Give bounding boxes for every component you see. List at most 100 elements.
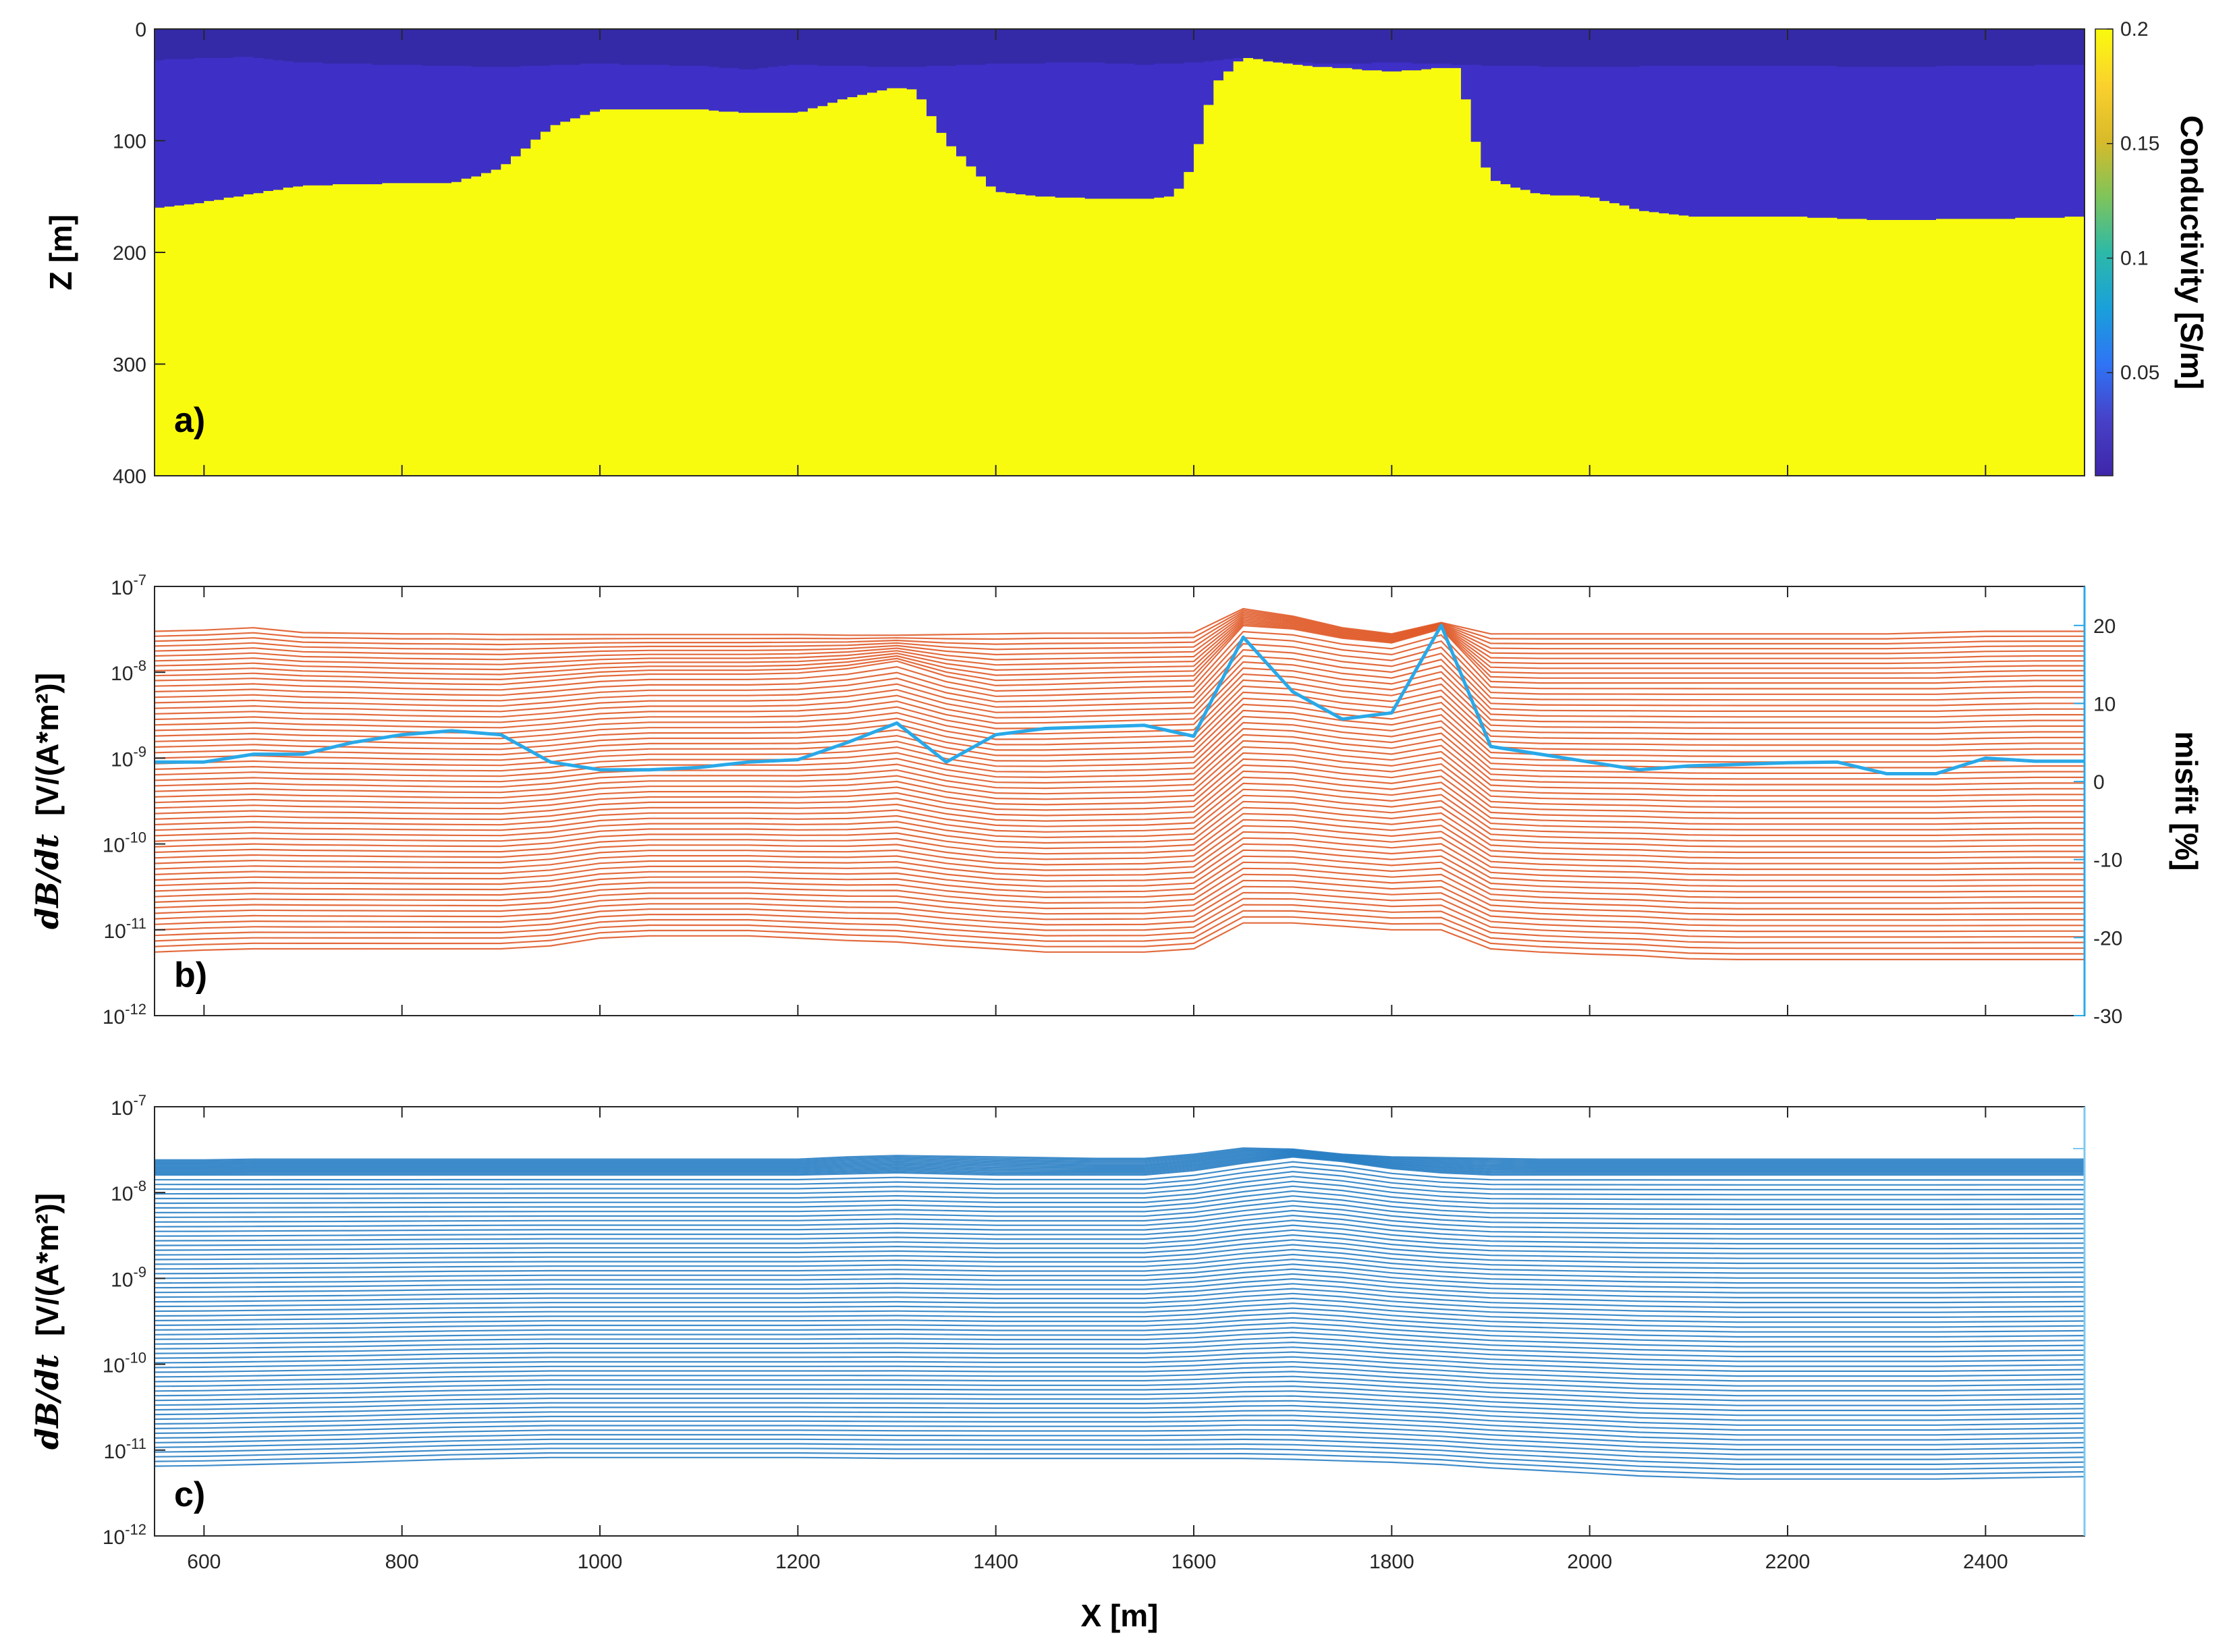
decay-curve — [154, 1390, 2085, 1412]
decay-curve — [154, 782, 2085, 831]
panel-b-ylabel-prefix: dB/dt — [29, 834, 65, 929]
panel-a-label: a) — [174, 401, 205, 440]
decay-curve — [154, 1209, 2085, 1230]
decay-curve — [154, 1366, 2085, 1387]
decay-curve — [154, 806, 2085, 854]
decay-curve — [154, 1185, 2085, 1205]
decay-curve — [154, 1336, 2085, 1358]
decay-curve — [155, 1147, 2085, 1161]
decay-curve — [154, 1307, 2085, 1328]
decay-curve — [154, 752, 2085, 802]
decay-curve — [154, 819, 2085, 864]
decay-curve — [154, 861, 2085, 904]
x-tick-label: 1200 — [775, 1551, 821, 1573]
decay-curve — [154, 655, 2085, 713]
panel-c-y-ticks: 10-7 10-8 10-9 10-10 10-11 10-12 — [103, 1092, 165, 1549]
y-tick-label: 10-9 — [111, 1263, 146, 1291]
decay-curve — [154, 1341, 2085, 1362]
decay-curve — [154, 1292, 2085, 1313]
decay-curve — [154, 623, 2085, 682]
decay-curve — [154, 825, 2085, 871]
decay-curve — [154, 642, 2085, 703]
misfit-tick-label: -30 — [2093, 1006, 2122, 1028]
x-tick-label: 2000 — [1567, 1551, 1612, 1573]
decay-curve — [154, 611, 2085, 646]
decay-curve — [154, 916, 2085, 955]
panel-a-ylabel: Z [m] — [43, 215, 78, 290]
predicted-decay-curves — [154, 1147, 2085, 1480]
colorbar-gradient — [2095, 28, 2114, 476]
decay-curve — [154, 922, 2085, 961]
decay-curve — [154, 614, 2085, 656]
panel-a-y-ticks: 0 100 200 300 400 — [113, 19, 165, 488]
decay-curve — [154, 885, 2085, 927]
decay-curve — [155, 1155, 2085, 1175]
colorbar-ticks: 0.05 0.1 0.15 0.2 — [2107, 18, 2159, 384]
decay-curve — [155, 1170, 2085, 1191]
conductivity-section — [155, 29, 2085, 476]
decay-curve — [154, 1195, 2085, 1215]
decay-curve — [154, 1224, 2085, 1245]
decay-curve — [154, 1360, 2085, 1382]
decay-curve — [154, 636, 2085, 697]
decay-curve — [154, 617, 2085, 666]
decay-curve — [154, 898, 2085, 938]
decay-curve — [154, 1414, 2085, 1436]
decay-curve — [154, 1277, 2085, 1299]
decay-curve — [154, 721, 2085, 775]
surface-layer — [155, 29, 2085, 70]
panel-b-ylabel-unit: [V/(A*m²)] — [30, 673, 65, 816]
decay-curve — [155, 1151, 2085, 1167]
decay-curve — [154, 770, 2085, 819]
decay-curve — [154, 1356, 2085, 1377]
x-tick-label: 1600 — [1171, 1551, 1217, 1573]
decay-curve — [155, 1155, 2085, 1174]
decay-curve — [154, 1259, 2085, 1279]
y-tick-label: 0 — [135, 19, 146, 41]
decay-curve — [154, 758, 2085, 808]
y-tick-label: 200 — [113, 242, 146, 265]
misfit-tick-label: -20 — [2093, 927, 2122, 949]
decay-curve — [154, 1331, 2085, 1352]
decay-curve — [154, 609, 2085, 640]
y-tick-label: 10-11 — [103, 1435, 146, 1463]
decay-curve — [154, 873, 2085, 916]
decay-curve — [154, 794, 2085, 842]
decay-curve — [154, 1297, 2085, 1319]
decay-curve — [154, 1234, 2085, 1255]
decay-curve — [154, 788, 2085, 837]
colorbar-tick-label: 0.1 — [2120, 247, 2149, 269]
x-tick-label: 600 — [187, 1551, 221, 1573]
decay-curve — [154, 764, 2085, 814]
decay-curve — [154, 1375, 2085, 1397]
decay-curve — [154, 843, 2085, 887]
colorbar-tick-label: 0.15 — [2120, 133, 2159, 155]
y-tick-label: 100 — [113, 131, 146, 153]
decay-curve — [154, 1443, 2085, 1465]
panel-c-x-ticks: 600 800 1000 1200 1400 1600 1800 2000 2200 2400 — [187, 1107, 2008, 1573]
decay-curve — [154, 1273, 2085, 1294]
y-tick-label: 10-10 — [103, 1350, 146, 1377]
decay-curve — [154, 1429, 2085, 1451]
decay-curve — [154, 910, 2085, 949]
decay-curve — [154, 1456, 2085, 1480]
decay-curve — [154, 620, 2085, 671]
decay-curve — [154, 1424, 2085, 1446]
decay-curve — [155, 1153, 2085, 1171]
decay-curve — [154, 1322, 2085, 1343]
decay-curve — [154, 1283, 2085, 1304]
y-tick-label: 10-10 — [103, 829, 146, 857]
y-tick-label: 10-7 — [111, 572, 146, 599]
observed-decay-curves — [154, 607, 2085, 961]
decay-curve — [154, 685, 2085, 740]
decay-curve — [154, 734, 2085, 786]
decay-curve — [154, 1452, 2085, 1475]
misfit-line — [155, 624, 2085, 775]
decay-curve — [154, 1176, 2085, 1196]
decay-curve — [154, 1419, 2085, 1441]
decay-curve — [154, 1448, 2085, 1470]
colorbar-tick-label: 0.2 — [2120, 18, 2149, 40]
panel-a-conductivity-model: 0 100 200 300 400 Z [m] a) 0.05 0.1 0.15 0.2 Co… — [43, 18, 2209, 488]
misfit-axis-label: misfit [%] — [2169, 732, 2204, 871]
